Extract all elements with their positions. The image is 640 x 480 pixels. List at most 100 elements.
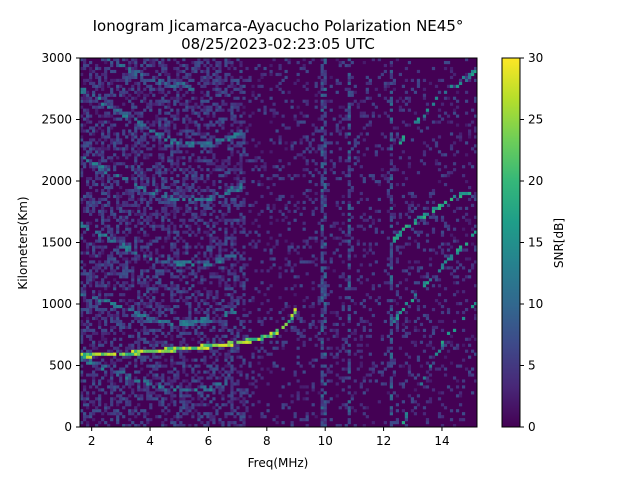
heatmap-cell	[164, 206, 168, 210]
heatmap-cell	[152, 364, 156, 368]
heatmap-cell	[167, 236, 171, 240]
heatmap-cell	[395, 182, 400, 187]
heatmap-cell	[197, 418, 201, 422]
heatmap-cell	[149, 403, 153, 407]
heatmap-cell	[146, 397, 150, 401]
heatmap-cell	[143, 319, 147, 324]
heatmap-cell	[128, 409, 132, 413]
heatmap-cell	[89, 114, 93, 118]
heatmap-cell	[233, 343, 237, 347]
heatmap-cell	[191, 182, 195, 187]
heatmap-cell	[152, 385, 156, 389]
heatmap-cell	[260, 209, 264, 213]
heatmap-cell	[155, 182, 159, 187]
heatmap-cell	[134, 153, 138, 157]
heatmap-cell	[161, 153, 165, 157]
heatmap-cell	[374, 209, 378, 213]
heatmap-cell	[128, 227, 132, 231]
heatmap-cell	[155, 188, 159, 193]
heatmap-cell	[179, 385, 183, 389]
heatmap-cell	[368, 245, 372, 249]
heatmap-cell	[206, 200, 210, 205]
heatmap-cell	[251, 299, 255, 303]
heatmap-cell	[329, 84, 333, 88]
heatmap-cell	[389, 96, 393, 100]
heatmap-cell	[206, 138, 210, 142]
heatmap-cell	[86, 278, 90, 282]
heatmap-cell	[392, 230, 396, 234]
heatmap-cell	[167, 159, 171, 163]
heatmap-cell	[173, 415, 177, 419]
heatmap-cell	[296, 120, 300, 124]
heatmap-cell	[173, 191, 177, 196]
heatmap-cell	[95, 177, 99, 181]
heatmap-cell	[194, 171, 198, 175]
heatmap-cell	[125, 373, 129, 377]
heatmap-cell	[254, 96, 258, 100]
heatmap-cell	[149, 340, 153, 344]
heatmap-cell	[182, 355, 186, 359]
heatmap-cell	[218, 168, 222, 172]
heatmap-cell	[149, 87, 153, 91]
heatmap-cell	[161, 340, 165, 344]
heatmap-cell	[206, 69, 210, 74]
heatmap-cell	[332, 322, 336, 327]
heatmap-cell	[236, 328, 240, 332]
heatmap-cell	[212, 397, 216, 401]
heatmap-cell	[401, 171, 406, 175]
heatmap-cell	[236, 334, 240, 338]
heatmap-cell	[140, 182, 144, 187]
heatmap-cell	[113, 132, 117, 136]
heatmap-cell	[176, 108, 180, 112]
heatmap-cell	[155, 394, 159, 398]
heatmap-cell	[368, 373, 372, 377]
heatmap-cell	[380, 132, 384, 136]
heatmap-cell	[401, 328, 406, 332]
heatmap-cell	[203, 263, 207, 267]
heatmap-cell	[146, 147, 150, 151]
heatmap-cell	[347, 168, 351, 172]
heatmap-cell	[107, 215, 111, 219]
heatmap-cell	[164, 84, 168, 88]
heatmap-cell	[404, 90, 409, 94]
heatmap-cell	[188, 346, 192, 350]
heatmap-cell	[137, 337, 141, 341]
heatmap-cell	[149, 58, 153, 62]
heatmap-cell	[440, 248, 445, 252]
heatmap-cell	[116, 373, 120, 377]
heatmap-cell	[137, 394, 141, 398]
heatmap-cell	[353, 424, 357, 428]
heatmap-cell	[386, 147, 390, 151]
heatmap-cell	[227, 138, 231, 142]
heatmap-cell	[416, 245, 421, 249]
heatmap-cell	[218, 248, 222, 252]
heatmap-cell	[146, 120, 150, 124]
heatmap-cell	[287, 58, 291, 62]
heatmap-cell	[323, 245, 327, 249]
heatmap-cell	[248, 310, 252, 315]
heatmap-cell	[203, 212, 207, 216]
heatmap-cell	[269, 87, 273, 91]
heatmap-cell	[389, 328, 393, 332]
heatmap-cell	[269, 221, 273, 225]
heatmap-cell	[140, 177, 144, 181]
heatmap-cell	[113, 180, 117, 184]
heatmap-cell	[203, 266, 207, 270]
heatmap-cell	[347, 132, 351, 136]
heatmap-cell	[437, 203, 442, 207]
heatmap-cell	[323, 236, 327, 240]
heatmap-cell	[389, 316, 393, 321]
heatmap-cell	[164, 81, 168, 85]
heatmap-cell	[401, 194, 406, 199]
heatmap-cell	[203, 403, 207, 407]
heatmap-cell	[164, 418, 168, 422]
heatmap-cell	[287, 90, 291, 94]
heatmap-cell	[104, 159, 108, 163]
heatmap-cell	[401, 135, 406, 139]
heatmap-cell	[200, 108, 204, 112]
heatmap-cell	[197, 251, 201, 255]
heatmap-cell	[101, 212, 105, 216]
heatmap-cell	[356, 367, 360, 371]
heatmap-cell	[122, 367, 126, 371]
heatmap-cell	[386, 391, 390, 395]
